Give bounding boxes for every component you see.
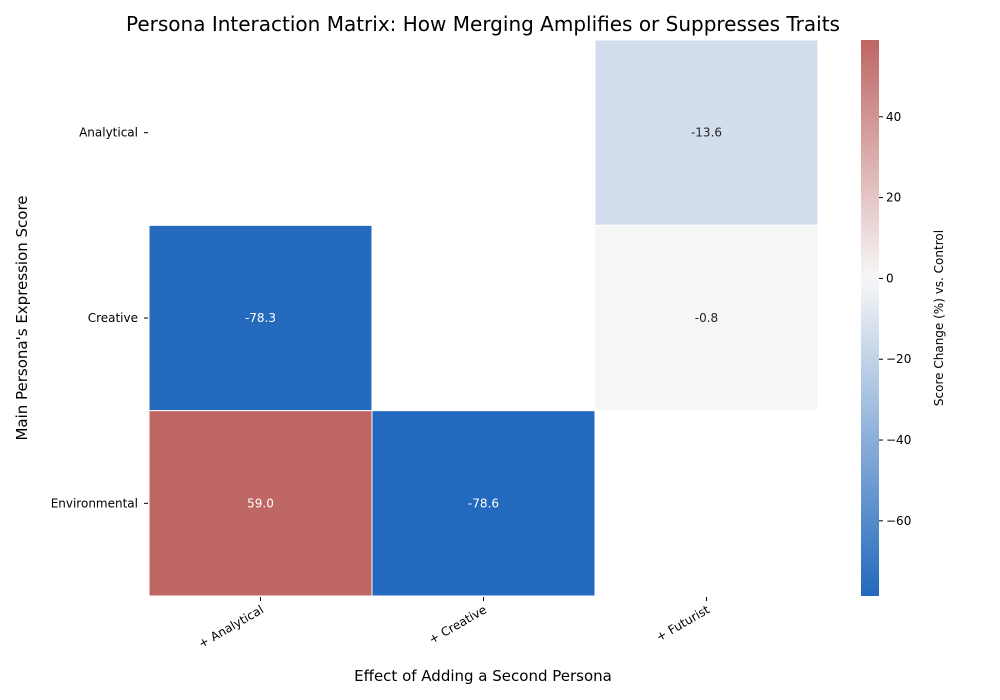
x-axis-label: Effect of Adding a Second Persona	[354, 667, 612, 685]
heatmap-cells: -13.6 -78.3 -0.8 59.0 -78.6	[148, 39, 819, 597]
heatmap-cell	[594, 224, 819, 412]
x-axis: + Analytical + Creative + Futurist	[196, 597, 712, 651]
colorbar-label: Score Change (%) vs. Control	[932, 230, 946, 406]
colorbar-gradient	[861, 40, 879, 596]
y-axis-label: Main Persona's Expression Score	[13, 195, 31, 440]
y-tick-label: Environmental	[51, 496, 138, 510]
colorbar-tick-label: −20	[886, 352, 911, 366]
chart-title: Persona Interaction Matrix: How Merging …	[126, 12, 840, 36]
cell-value-label: -78.6	[468, 496, 499, 510]
colorbar: 40 20 0 −20 −40 −60	[861, 40, 911, 596]
heatmap-cell	[594, 39, 819, 226]
cell-value-label: 59.0	[247, 496, 274, 510]
heatmap-cell	[148, 224, 373, 412]
colorbar-tick-label: −40	[886, 433, 911, 447]
x-tick-label: + Futurist	[654, 602, 713, 644]
colorbar-tick-label: 40	[886, 110, 901, 124]
colorbar-tick-label: 20	[886, 191, 901, 205]
y-tick-label: Creative	[88, 311, 138, 325]
x-tick-label: + Creative	[426, 602, 489, 646]
cell-value-label: -0.8	[695, 311, 718, 325]
cell-value-label: -13.6	[691, 126, 722, 140]
colorbar-tick-label: 0	[886, 271, 894, 285]
y-tick-label: Analytical	[79, 126, 138, 140]
colorbar-tick-label: −60	[886, 514, 911, 528]
heatmap-cell	[371, 410, 596, 597]
heatmap-cell	[148, 410, 373, 597]
y-axis: Analytical Creative Environmental	[51, 126, 148, 510]
x-tick-label: + Analytical	[196, 602, 266, 651]
cell-value-label: -78.3	[245, 311, 276, 325]
